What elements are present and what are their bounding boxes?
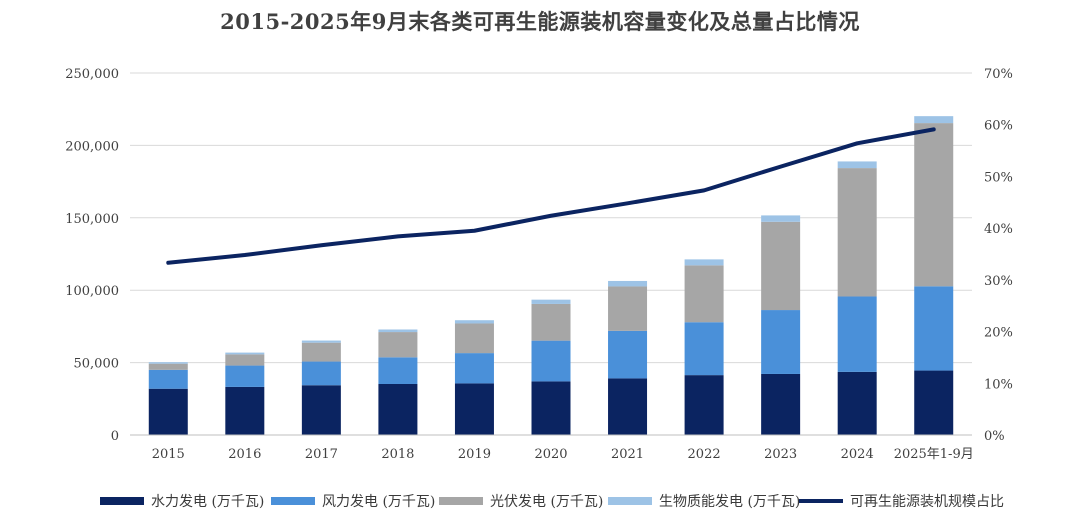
legend-swatch xyxy=(100,497,144,505)
right-axis-tick-label: 20% xyxy=(984,326,1013,341)
bar-segment xyxy=(914,123,954,287)
stacked-bars xyxy=(148,116,954,435)
right-axis-tick-label: 50% xyxy=(984,170,1013,185)
bar-segment xyxy=(378,329,418,333)
legend-item: 水力发电 (万千瓦) xyxy=(100,491,264,511)
right-axis-tick-label: 40% xyxy=(984,222,1013,237)
legend-item: 生物质能发电 (万千瓦) xyxy=(608,491,800,511)
bar-segment xyxy=(301,385,341,435)
bar-segment xyxy=(684,259,724,266)
chart-title: 2015-2025年9月末各类可再生能源装机容量变化及总量占比情况 xyxy=(220,9,860,34)
bar-segment xyxy=(454,320,494,324)
legend: 水力发电 (万千瓦) 风力发电 (万千瓦) 光伏发电 (万千瓦) 生物质能发电 (万千… xyxy=(0,491,1080,519)
legend-swatch xyxy=(608,497,652,505)
bar-segment xyxy=(761,310,801,374)
left-axis-tick-label: 50,000 xyxy=(74,357,120,372)
bar-segment xyxy=(608,330,648,379)
bar-segment xyxy=(301,342,341,362)
bar-segment xyxy=(761,373,801,435)
bar-segment xyxy=(761,215,801,222)
x-axis-tick-label: 2017 xyxy=(305,447,338,462)
legend-item: 风力发电 (万千瓦) xyxy=(271,491,435,511)
legend-label: 可再生能源装机规模占比 xyxy=(850,494,1004,510)
left-axis-tick-label: 100,000 xyxy=(65,284,119,299)
share-line xyxy=(166,127,936,265)
bar-segment xyxy=(225,365,265,387)
bar-segment xyxy=(225,354,265,366)
legend-label: 水力发电 (万千瓦) xyxy=(151,494,265,510)
bar-segment xyxy=(608,280,648,287)
bar-segment xyxy=(301,340,341,343)
left-axis-tick-label: 150,000 xyxy=(65,212,119,227)
bar-segment xyxy=(837,161,877,169)
right-axis-tick-label: 60% xyxy=(984,119,1013,134)
bar-segment xyxy=(837,296,877,372)
bar-segment xyxy=(684,322,724,376)
left-axis-tick-label: 200,000 xyxy=(65,139,119,154)
bar-segment xyxy=(914,370,954,435)
gridlines xyxy=(130,72,972,364)
x-axis-tick-label: 2024 xyxy=(841,447,874,462)
bar-segment xyxy=(454,323,494,354)
bar-segment xyxy=(837,168,877,297)
bar-segment xyxy=(148,369,188,389)
right-axis-tick-label: 10% xyxy=(984,377,1013,392)
bar-segment xyxy=(531,299,571,304)
bar-segment xyxy=(837,371,877,435)
chart-plot: 0 50,000 100,000 150,000 200,000 250,000 0% 10… xyxy=(65,67,1013,462)
x-axis-tick-label: 2015 xyxy=(152,447,185,462)
left-axis-ticks: 0 50,000 100,000 150,000 200,000 250,000 xyxy=(65,67,119,444)
legend-swatch xyxy=(799,499,843,503)
bar-segment xyxy=(914,116,954,124)
right-axis-tick-label: 30% xyxy=(984,274,1013,289)
bar-segment xyxy=(454,353,494,384)
x-axis-tick-label: 2020 xyxy=(534,447,567,462)
legend-label: 风力发电 (万千瓦) xyxy=(322,494,436,510)
bar-segment xyxy=(914,286,954,371)
x-axis: 2015 2016 2017 2018 2019 2020 2021 2022 2023 2024… xyxy=(130,434,974,462)
left-axis-tick-label: 0 xyxy=(111,429,119,444)
bar-segment xyxy=(225,386,265,435)
bar-segment xyxy=(531,340,571,382)
bar-segment xyxy=(225,352,265,355)
bar-segment xyxy=(608,378,648,435)
bar-segment xyxy=(531,303,571,341)
bar-segment xyxy=(684,265,724,323)
legend-item: 可再生能源装机规模占比 xyxy=(799,491,1004,511)
bar-segment xyxy=(148,363,188,370)
legend-label: 光伏发电 (万千瓦) xyxy=(490,494,604,510)
bar-segment xyxy=(684,375,724,435)
right-axis-tick-label: 70% xyxy=(984,67,1013,82)
x-axis-tick-label: 2018 xyxy=(381,447,414,462)
x-axis-tick-label: 2025年1-9月 xyxy=(894,447,974,462)
right-axis-tick-label: 0% xyxy=(984,429,1005,444)
bar-segment xyxy=(378,383,418,435)
legend-swatch xyxy=(439,497,483,505)
legend-swatch xyxy=(271,497,315,505)
x-axis-tick-label: 2022 xyxy=(688,447,721,462)
bar-segment xyxy=(148,362,188,364)
share-line-path xyxy=(166,127,936,265)
legend-item: 光伏发电 (万千瓦) xyxy=(439,491,603,511)
bar-segment xyxy=(608,286,648,331)
bar-segment xyxy=(378,332,418,358)
bar-segment xyxy=(531,381,571,435)
bar-segment xyxy=(148,388,188,435)
bar-segment xyxy=(761,221,801,311)
x-axis-tick-label: 2023 xyxy=(764,447,797,462)
x-axis-tick-label: 2019 xyxy=(458,447,491,462)
x-axis-tick-label: 2016 xyxy=(228,447,261,462)
bar-segment xyxy=(454,383,494,435)
right-axis-ticks: 0% 10% 20% 30% 40% 50% 60% 70% xyxy=(984,67,1013,444)
x-axis-tick-label: 2021 xyxy=(611,447,644,462)
legend-label: 生物质能发电 (万千瓦) xyxy=(659,494,801,510)
left-axis-tick-label: 250,000 xyxy=(65,67,119,82)
bar-segment xyxy=(378,357,418,384)
bar-segment xyxy=(301,361,341,386)
